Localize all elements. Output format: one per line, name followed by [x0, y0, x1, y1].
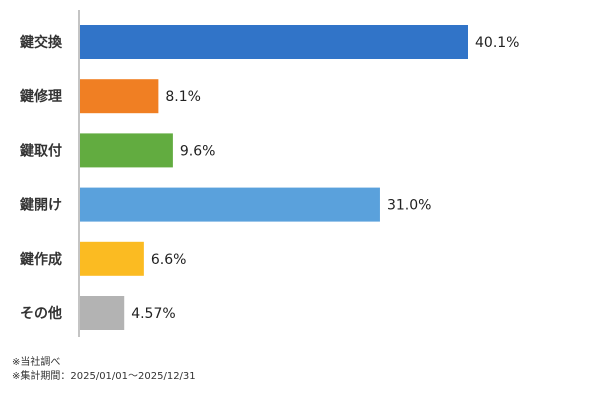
bar-4	[80, 241, 144, 276]
category-label-0: 鍵交換	[20, 34, 63, 51]
category-label-4: 鍵作成	[20, 251, 62, 268]
value-label-0: 40.1%	[475, 35, 519, 51]
value-label-2: 9.6%	[180, 143, 216, 159]
value-label-1: 8.1%	[165, 89, 201, 105]
footnotes: ※当社調べ ※集計期間：2025/01/01～2025/12/31	[12, 356, 196, 384]
category-label-3: 鍵開け	[20, 197, 62, 214]
bar-5	[80, 296, 125, 330]
category-label-2: 鍵取付	[20, 142, 62, 159]
bar-1	[80, 79, 159, 114]
value-label-3: 31.0%	[387, 198, 431, 214]
note-period: ※集計期間：2025/01/01～2025/12/31	[12, 371, 196, 382]
bar-2	[80, 133, 173, 168]
category-label-5: その他	[20, 305, 62, 322]
category-label-1: 鍵修理	[20, 88, 62, 105]
value-label-4: 6.6%	[151, 252, 187, 268]
value-label-5: 4.57%	[131, 306, 175, 322]
bar-chart: 鍵交換 40.1% 鍵修理 8.1% 鍵取付 9.6% 鍵開け 31.0% 鍵作成 6.6% その他…	[20, 10, 519, 337]
note-source: ※当社調べ	[12, 357, 61, 368]
bar-3	[80, 187, 380, 222]
bar-0	[80, 25, 468, 59]
